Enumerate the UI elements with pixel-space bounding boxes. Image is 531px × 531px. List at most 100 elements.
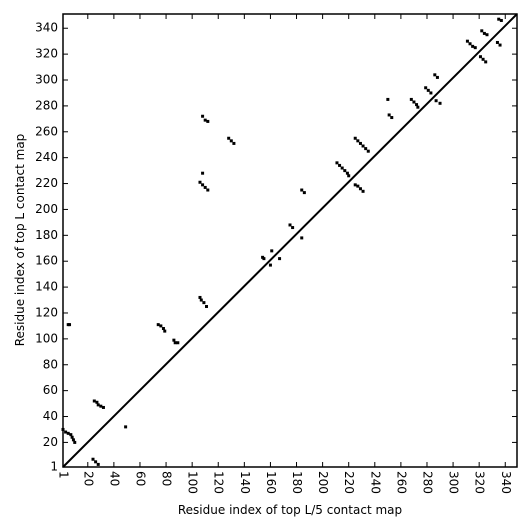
point xyxy=(495,40,499,44)
point xyxy=(482,31,486,35)
point xyxy=(468,42,472,46)
point xyxy=(364,147,368,151)
y-tick-label: 80 xyxy=(43,357,58,371)
y-tick-label: 220 xyxy=(35,176,58,190)
point xyxy=(499,18,503,22)
point xyxy=(415,103,419,107)
point xyxy=(232,141,236,145)
point xyxy=(68,323,72,327)
y-tick-label: 240 xyxy=(35,150,58,164)
x-tick-label: 340 xyxy=(499,471,513,494)
point xyxy=(465,39,469,43)
point xyxy=(300,236,304,240)
x-tick-label: 1 xyxy=(57,471,71,479)
point xyxy=(202,301,206,305)
point xyxy=(161,327,165,331)
point xyxy=(203,118,207,122)
point xyxy=(416,105,420,109)
x-tick-label: 300 xyxy=(447,471,461,494)
plot-frame xyxy=(62,13,518,468)
point xyxy=(66,431,70,435)
point xyxy=(71,438,75,442)
point xyxy=(205,305,209,309)
diagonal xyxy=(62,13,518,468)
point xyxy=(481,57,485,61)
point xyxy=(300,188,304,192)
point xyxy=(343,169,347,173)
y-tick-label: 100 xyxy=(35,331,58,345)
point xyxy=(199,298,203,302)
x-tick-label: 180 xyxy=(290,471,304,494)
point xyxy=(69,433,73,437)
point xyxy=(94,460,98,464)
point xyxy=(291,226,295,230)
point xyxy=(96,462,100,466)
point xyxy=(485,33,489,37)
x-tick-label: 120 xyxy=(212,471,226,494)
point xyxy=(480,29,484,33)
point xyxy=(73,440,77,444)
point xyxy=(198,180,202,184)
y-tick-label: 340 xyxy=(35,21,58,35)
y-tick-label: 280 xyxy=(35,98,58,112)
point xyxy=(435,75,439,79)
y-tick-label: 60 xyxy=(43,383,58,397)
point xyxy=(390,116,394,120)
point xyxy=(473,46,477,50)
point xyxy=(203,185,207,189)
y-tick-label: 1 xyxy=(50,460,58,474)
x-tick-label: 60 xyxy=(133,471,147,486)
point xyxy=(206,119,210,123)
x-tick-label: 80 xyxy=(160,471,174,486)
point xyxy=(95,400,99,404)
x-tick-label: 220 xyxy=(342,471,356,494)
x-tick-label: 260 xyxy=(394,471,408,494)
point xyxy=(156,323,160,327)
point xyxy=(92,399,96,403)
point xyxy=(159,324,163,328)
point xyxy=(201,114,205,118)
point xyxy=(353,136,357,140)
point xyxy=(229,139,233,143)
x-tick-label: 100 xyxy=(186,471,200,494)
point xyxy=(356,184,360,188)
point xyxy=(386,97,390,101)
point xyxy=(176,341,180,345)
point xyxy=(429,91,433,95)
x-tick-label: 140 xyxy=(238,471,252,494)
y-tick-label: 260 xyxy=(35,124,58,138)
point xyxy=(387,113,391,117)
point xyxy=(409,97,413,101)
x-tick-label: 160 xyxy=(264,471,278,494)
point xyxy=(361,144,365,148)
point xyxy=(345,171,349,175)
y-tick-label: 320 xyxy=(35,47,58,61)
point xyxy=(206,188,210,192)
y-tick-label: 40 xyxy=(43,409,58,423)
y-tick-label: 20 xyxy=(43,435,58,449)
point xyxy=(338,163,342,167)
x-tick-label: 320 xyxy=(473,471,487,494)
point xyxy=(61,427,65,431)
point xyxy=(478,55,482,59)
point xyxy=(91,457,95,461)
point xyxy=(358,187,362,191)
point xyxy=(198,295,202,299)
point xyxy=(335,161,339,165)
point xyxy=(361,189,365,193)
point xyxy=(288,223,292,227)
point xyxy=(201,171,205,175)
point xyxy=(262,257,266,261)
point xyxy=(433,73,437,77)
y-tick-label: 180 xyxy=(35,228,58,242)
point xyxy=(497,17,501,21)
x-tick-label: 200 xyxy=(316,471,330,494)
y-tick-label: 140 xyxy=(35,280,58,294)
point xyxy=(412,100,416,104)
y-tick-label: 300 xyxy=(35,73,58,87)
point xyxy=(358,141,362,145)
point xyxy=(366,149,370,153)
point xyxy=(70,435,74,439)
point xyxy=(96,403,100,407)
